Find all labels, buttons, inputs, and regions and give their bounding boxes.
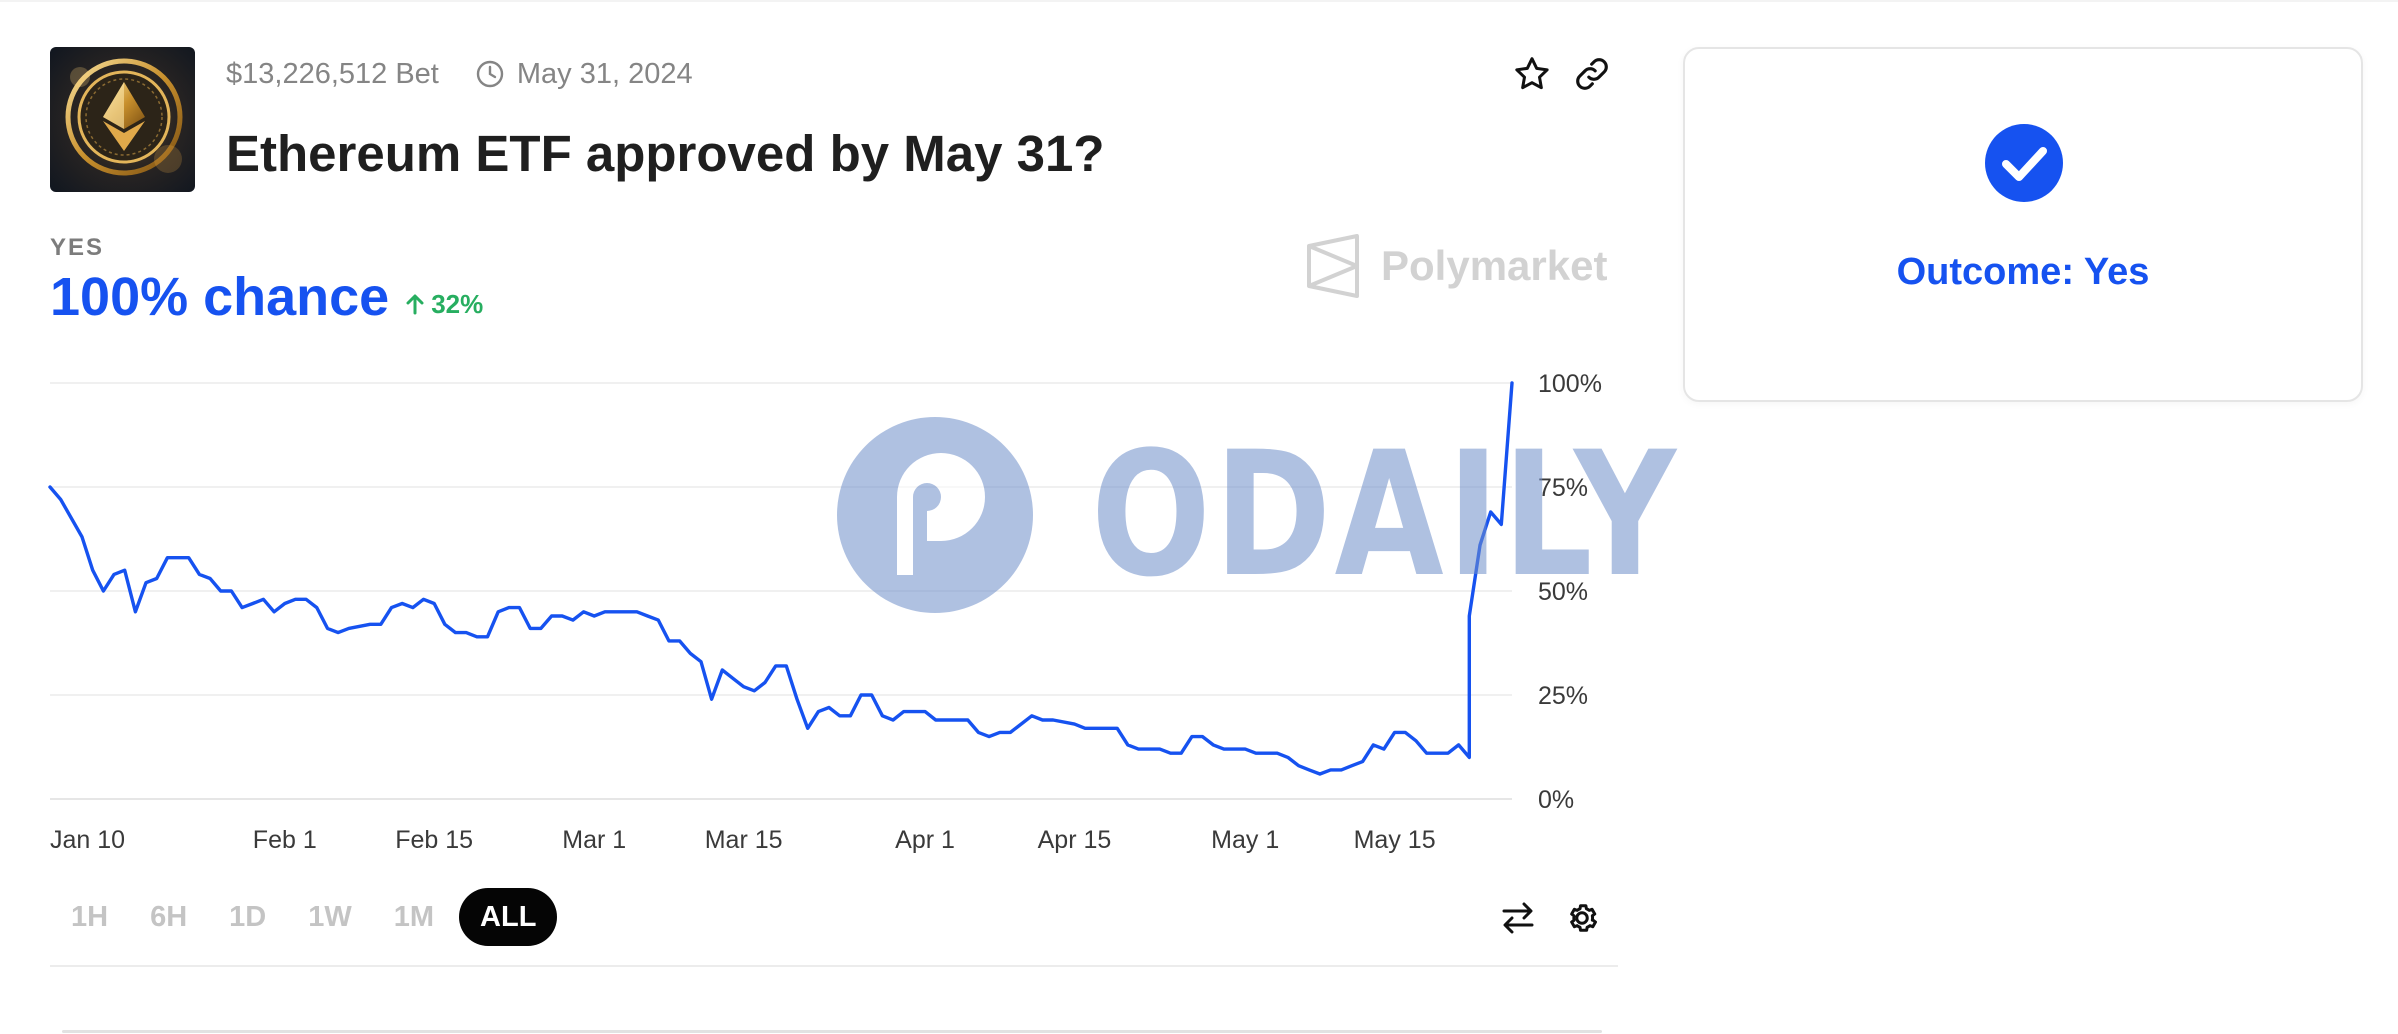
y-tick-label: 25% [1538, 682, 1588, 710]
time-range-tabs: 1H 6H 1D 1W 1M ALL [50, 888, 558, 946]
outcome-card: Outcome: Yes [1683, 47, 2363, 402]
end-date-text: May 31, 2024 [516, 57, 693, 90]
x-tick-label: Mar 15 [705, 826, 783, 854]
market-meta: $13,226,512 Bet May 31, 2024 [226, 56, 693, 92]
market-title: Ethereum ETF approved by May 31? [226, 125, 1105, 182]
delta-value: 32% [431, 288, 484, 319]
polymarket-logo-icon [1307, 234, 1359, 298]
tab-1m[interactable]: 1M [393, 900, 435, 933]
tab-1d[interactable]: 1D [229, 900, 267, 933]
y-tick-label: 75% [1538, 474, 1588, 502]
polymarket-brand: Polymarket [1305, 234, 1607, 298]
x-tick-label: Feb 15 [395, 826, 473, 854]
y-tick-label: 0% [1538, 786, 1574, 814]
y-tick-label: 50% [1538, 578, 1588, 606]
gear-icon[interactable] [1561, 897, 1603, 939]
x-tick-label: Feb 1 [253, 826, 317, 854]
tab-all[interactable]: ALL [459, 888, 558, 946]
tab-1h[interactable]: 1H [71, 900, 109, 933]
next-section-edge [62, 1030, 1602, 1033]
star-icon[interactable] [1510, 52, 1554, 96]
x-tick-label: May 1 [1211, 826, 1279, 854]
checkmark-circle-icon [1985, 124, 2063, 202]
chance-block: 100% chance 32% [50, 266, 483, 328]
ethereum-coin-thumbnail [50, 47, 195, 192]
chance-value: 100% chance [50, 267, 390, 327]
tab-1w[interactable]: 1W [308, 900, 352, 933]
outcome-label: YES [50, 234, 105, 261]
y-tick-label: 100% [1538, 370, 1602, 398]
x-tick-label: May 15 [1354, 826, 1436, 854]
delta-badge: 32% [405, 289, 483, 320]
top-divider [0, 0, 2398, 2]
outcome-text: Outcome: Yes [1896, 251, 2150, 293]
clock-icon [475, 59, 505, 89]
x-tick-label: Apr 15 [1038, 826, 1112, 854]
x-tick-label: Mar 1 [562, 826, 626, 854]
section-divider [50, 965, 1618, 967]
link-icon[interactable] [1570, 52, 1614, 96]
brand-name: Polymarket [1381, 242, 1608, 289]
arrow-up-icon [406, 294, 424, 315]
x-tick-label: Jan 10 [50, 826, 125, 854]
volume-text: $13,226,512 Bet [226, 57, 439, 90]
swap-arrows-icon[interactable] [1497, 897, 1539, 939]
tab-6h[interactable]: 6H [150, 900, 188, 933]
x-tick-label: Apr 1 [895, 826, 955, 854]
price-line-yes [48, 381, 1514, 776]
price-chart[interactable]: 100% 75% 50% 25% 0% Jan 10 Feb 1 Feb 15 Mar 1 Mar… [0, 360, 1640, 870]
